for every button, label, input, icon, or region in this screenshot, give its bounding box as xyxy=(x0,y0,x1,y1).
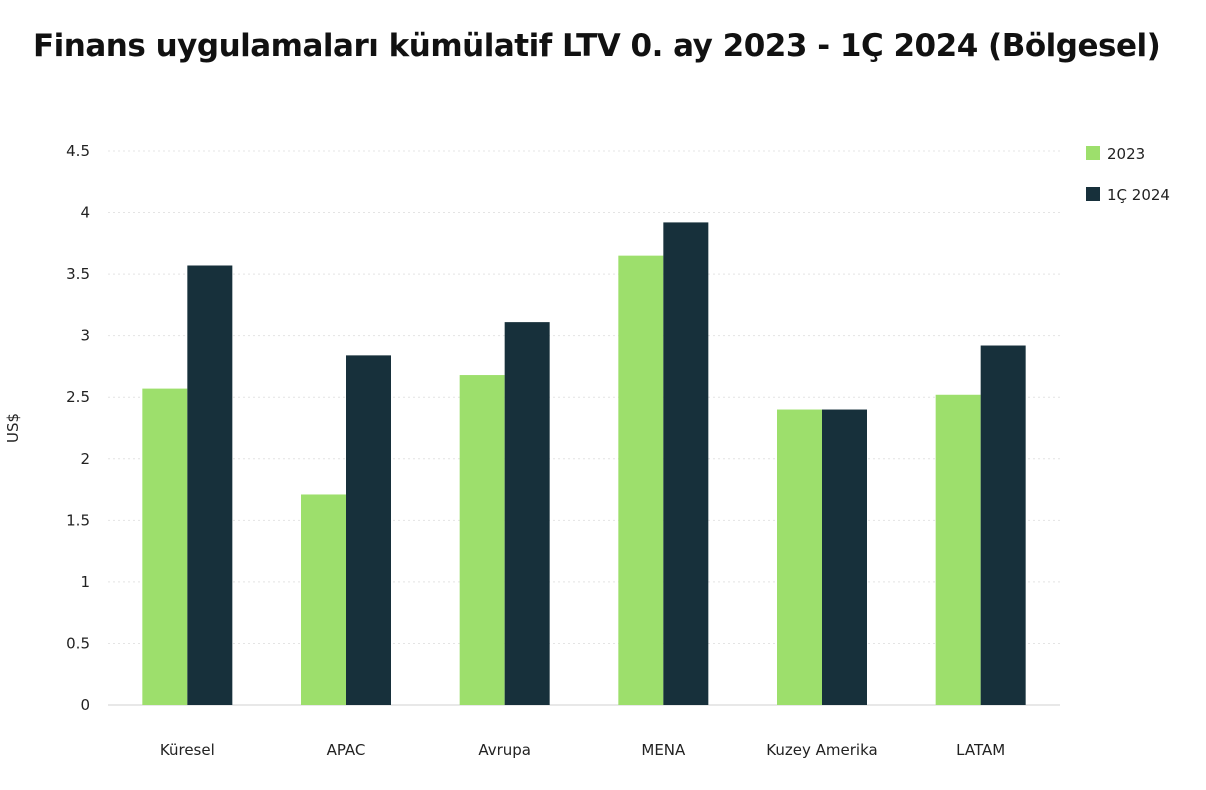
x-tick-label: Avrupa xyxy=(478,741,531,759)
y-tick-label: 1 xyxy=(80,573,90,591)
legend-label: 1Ç 2024 xyxy=(1107,186,1170,204)
x-tick-label: LATAM xyxy=(956,741,1005,759)
bar-1Ç-2024-LATAM xyxy=(980,345,1026,705)
y-tick-label: 0 xyxy=(80,696,90,714)
bar-2023-Küresel xyxy=(142,388,188,705)
y-axis-label: US$ xyxy=(4,413,22,443)
legend-swatch xyxy=(1086,187,1100,201)
y-tick-label: 3 xyxy=(80,327,90,345)
y-tick-label: 1.5 xyxy=(66,511,90,529)
y-tick-label: 4.5 xyxy=(66,142,90,160)
chart-title: Finans uygulamaları kümülatif LTV 0. ay … xyxy=(33,28,1161,64)
bar-2023-LATAM xyxy=(935,394,981,705)
y-tick-label: 2 xyxy=(80,450,90,468)
y-tick-label: 4 xyxy=(80,204,90,222)
bar-2023-Kuzey-Amerika xyxy=(777,409,822,705)
bar-1Ç-2024-MENA xyxy=(663,222,709,705)
y-tick-label: 3.5 xyxy=(66,265,90,283)
bar-1Ç-2024-Avrupa xyxy=(504,322,550,705)
bar-1Ç-2024-Kuzey-Amerika xyxy=(822,409,867,705)
legend-swatch xyxy=(1086,146,1100,160)
x-tick-label: MENA xyxy=(641,741,686,759)
bar-2023-Avrupa xyxy=(459,375,505,705)
x-tick-label: APAC xyxy=(327,741,366,759)
bar-1Ç-2024-Küresel xyxy=(187,265,233,705)
legend-label: 2023 xyxy=(1107,145,1145,163)
bar-1Ç-2024-APAC xyxy=(346,355,391,705)
bar-2023-MENA xyxy=(618,255,664,705)
y-tick-label: 2.5 xyxy=(66,388,90,406)
bar-2023-APAC xyxy=(301,494,346,705)
y-tick-label: 0.5 xyxy=(66,634,90,652)
x-tick-label: Kuzey Amerika xyxy=(766,741,877,759)
x-tick-label: Küresel xyxy=(160,741,215,759)
